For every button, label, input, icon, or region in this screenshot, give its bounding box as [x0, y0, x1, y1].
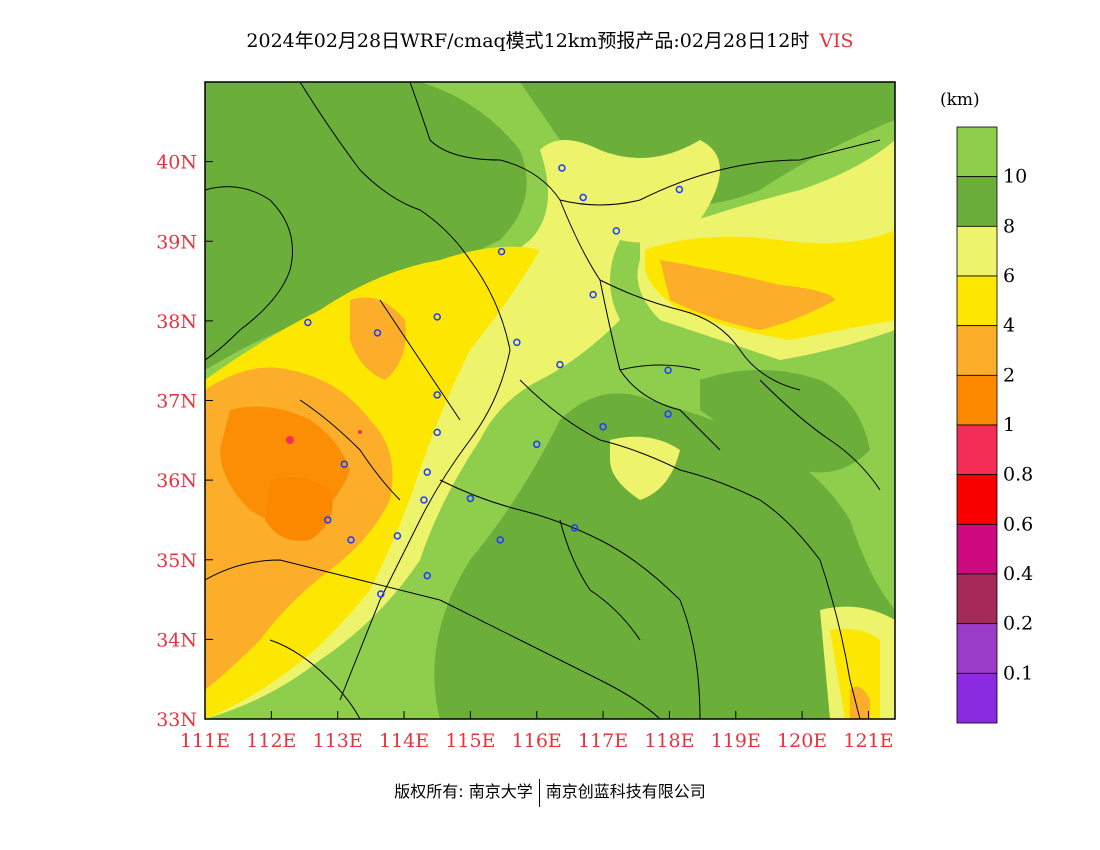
colorbar-label: 0.4: [1003, 563, 1033, 585]
colorbar-swatch: [956, 672, 998, 724]
x-tick-label: 117E: [578, 730, 628, 752]
colorbar-label: 1: [1003, 414, 1015, 436]
station-marker: [304, 318, 312, 327]
colorbar-swatch: [956, 424, 998, 476]
x-tick-label: 112E: [246, 730, 296, 752]
station-marker: [675, 185, 684, 194]
colorbar-swatch: [956, 325, 998, 376]
y-tick-label: 35N: [156, 550, 197, 572]
colorbar-label: 8: [1003, 215, 1015, 237]
station-marker: [496, 536, 504, 544]
station-marker: [599, 423, 607, 431]
boundaries: [205, 82, 881, 719]
visibility-field: [205, 82, 895, 719]
x-tick-label: 121E: [843, 730, 893, 752]
station-markers: [304, 164, 684, 598]
colorbar-swatch: [956, 176, 998, 227]
colorbar-label: 0.8: [1003, 464, 1033, 486]
footer-right: 南京创蓝科技有限公司: [545, 782, 706, 801]
station-marker: [433, 313, 441, 321]
title-main: 2024年02月28日WRF/cmaq模式12km预报产品:02月28日12时: [246, 30, 810, 52]
station-marker: [423, 571, 432, 580]
x-tick-label: 111E: [180, 730, 230, 752]
y-tick-label: 33N: [156, 709, 197, 731]
x-axis: 111E 112E 113E 114E 115E 116E 117E 118E 119E 120E…: [180, 711, 894, 752]
colorbar-swatch: [956, 523, 998, 575]
y-axis: 40N 39N 38N 37N 36N 35N 34N 33N: [156, 152, 213, 731]
colorbar-label: 4: [1003, 315, 1015, 337]
footer-left: 版权所有: 南京大学: [394, 782, 533, 801]
y-tick-label: 37N: [156, 391, 197, 413]
y-tick-label: 40N: [156, 152, 197, 174]
station-marker: [347, 536, 355, 544]
colorbar-label: 0.6: [1003, 513, 1033, 535]
colorbar-swatch: [956, 225, 998, 277]
colorbar: 10 8 6 4 2 1 0.8 0.6 0.4 0.2 0.1: [956, 126, 1033, 724]
colorbar-label: 0.1: [1003, 662, 1033, 684]
y-tick-label: 38N: [156, 311, 197, 333]
station-marker: [377, 590, 385, 598]
colorbar-unit: (km): [940, 90, 980, 110]
station-marker: [323, 516, 332, 524]
station-marker: [423, 468, 432, 476]
y-tick-label: 36N: [156, 470, 197, 492]
station-marker: [420, 496, 428, 504]
y-tick-label: 39N: [156, 231, 197, 253]
station-marker: [664, 366, 672, 374]
station-marker: [393, 532, 402, 540]
colorbar-swatch: [956, 374, 998, 426]
station-marker: [433, 391, 441, 399]
station-marker: [570, 524, 579, 532]
title-variable: VIS: [819, 30, 854, 52]
x-tick-label: 118E: [644, 730, 694, 752]
x-tick-label: 120E: [777, 730, 827, 752]
station-marker: [433, 428, 441, 437]
station-marker: [589, 290, 597, 299]
x-tick-label: 113E: [313, 730, 363, 752]
colorbar-label: 6: [1003, 265, 1015, 287]
colorbar-label: 2: [1003, 364, 1015, 386]
colorbar-label: 10: [1003, 166, 1027, 188]
station-marker: [558, 164, 566, 172]
station-marker: [532, 440, 541, 449]
station-marker: [340, 460, 349, 468]
station-marker: [497, 247, 506, 256]
station-marker: [612, 227, 621, 235]
station-marker: [373, 329, 382, 337]
colorbar-swatch: [956, 573, 998, 625]
x-tick-label: 119E: [711, 730, 761, 752]
colorbar-swatch: [956, 126, 998, 178]
colorbar-swatch: [956, 623, 998, 674]
y-tick-label: 34N: [156, 629, 197, 651]
footer: 版权所有: 南京大学 南京创蓝科技有限公司: [0, 778, 1100, 807]
map-title: 2024年02月28日WRF/cmaq模式12km预报产品:02月28日12时 V…: [0, 26, 1100, 53]
footer-separator: [538, 778, 540, 807]
station-marker: [579, 193, 587, 202]
x-tick-label: 115E: [445, 730, 495, 752]
x-tick-label: 114E: [379, 730, 429, 752]
colorbar-label: 0.2: [1003, 613, 1033, 635]
station-marker: [664, 410, 672, 418]
colorbar-swatch: [956, 474, 998, 525]
colorbar-swatch: [956, 275, 998, 327]
station-marker: [466, 494, 475, 503]
x-tick-label: 116E: [512, 730, 562, 752]
station-marker: [513, 338, 521, 347]
station-marker: [556, 360, 564, 369]
